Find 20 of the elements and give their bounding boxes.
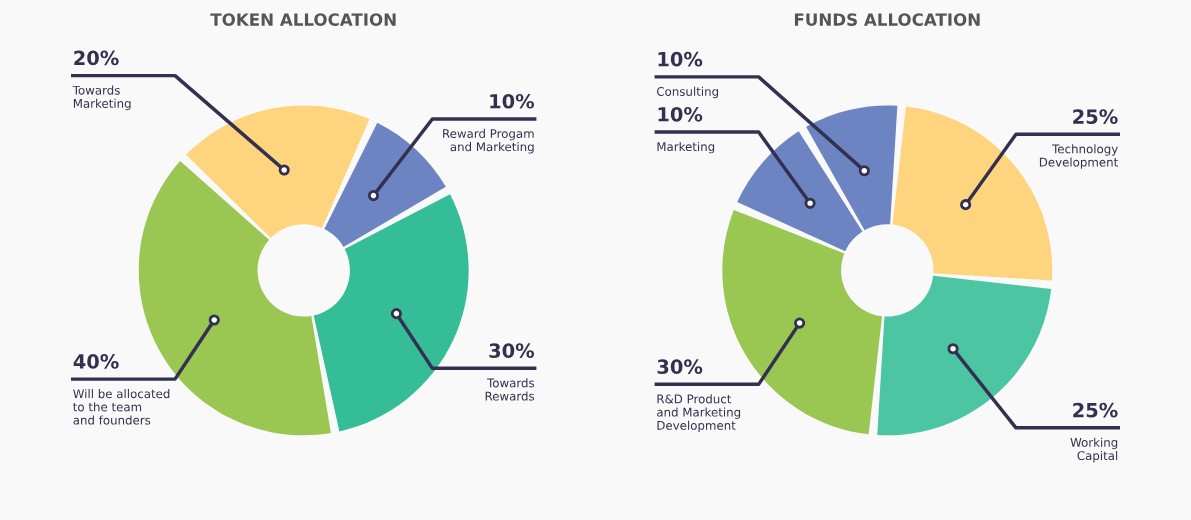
chart-title: TOKEN ALLOCATION [210,13,396,26]
slice-label: Consulting [657,86,719,99]
slice-label: Towards Rewards [485,378,535,401]
slice-label: Reward Progam and Marketing [443,128,534,154]
slice-label: Technology Development [1039,144,1118,169]
slice-label: Towards Marketing [72,85,131,111]
data-label: 10% [658,106,703,122]
data-label: 20% [74,50,119,66]
slice-label: Will be allocated to the team and founders [73,389,170,425]
data-label: 10% [490,93,535,109]
chart-title: FUNDS ALLOCATION [794,13,980,26]
data-label: 10% [658,51,703,67]
data-label: 30% [489,343,535,358]
data-label: 40% [73,354,119,369]
data-label: 25% [1073,402,1118,418]
slice-label: Marketing [657,141,715,154]
slice-label: R&D Product and Marketing Development [657,394,741,433]
slice-label: Working Capital [1070,437,1118,463]
data-label: 30% [657,359,703,374]
data-label: 25% [1073,109,1118,124]
